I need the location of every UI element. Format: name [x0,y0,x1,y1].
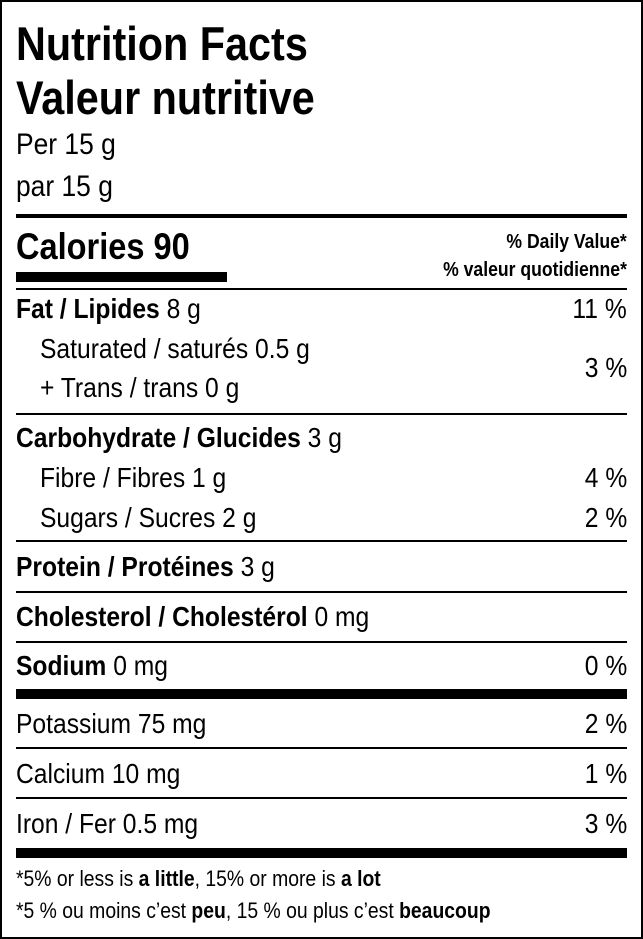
calcium-dv: 1 % [584,758,627,789]
cholesterol-row: Cholesterol / Cholestérol 0 mg [16,601,370,632]
potassium-dv: 2 % [584,708,627,739]
sodium-dv: 0 % [584,650,627,681]
serving-fr: par 15 g [16,170,113,203]
potassium-row: Potassium 75 mg [16,708,207,739]
divider [16,288,627,290]
fat-dv: 11 % [572,293,627,324]
sat-trans-dv: 3 % [584,352,627,383]
trans-row: + Trans / trans 0 g [40,372,240,403]
divider [16,747,627,749]
divider [16,540,627,542]
sodium-row: Sodium 0 mg [16,650,168,681]
iron-row: Iron / Fer 0.5 mg [16,808,199,839]
title-fr: Valeur nutritive [16,71,315,124]
calcium-row: Calcium 10 mg [16,758,181,789]
thick-divider [16,848,627,858]
footnote-en: *5% or less is a little, 15% or more is … [16,866,381,891]
serving-en: Per 15 g [16,128,116,161]
sugars-row: Sugars / Sucres 2 g [40,502,257,533]
protein-row: Protein / Protéines 3 g [16,551,275,582]
thick-divider [16,689,627,699]
carbohydrate-row: Carbohydrate / Glucides 3 g [16,422,342,453]
title-en: Nutrition Facts [16,17,308,70]
divider [16,413,627,415]
divider [16,591,627,593]
fat-row: Fat / Lipides 8 g [16,293,201,324]
fibre-dv: 4 % [584,462,627,493]
iron-dv: 3 % [584,808,627,839]
dv-header-fr: % valeur quotidienne* [443,259,627,281]
saturated-row: Saturated / saturés 0.5 g [40,333,310,364]
dv-header-en: % Daily Value* [506,231,627,253]
sugars-dv: 2 % [584,502,627,533]
divider [16,214,627,218]
fibre-row: Fibre / Fibres 1 g [40,462,227,493]
calories-bar [16,272,227,282]
footnote-fr: *5 % ou moins c’est peu, 15 % ou plus c’… [16,898,491,923]
divider [16,641,627,643]
calories: Calories 90 [16,226,190,267]
divider [16,797,627,799]
